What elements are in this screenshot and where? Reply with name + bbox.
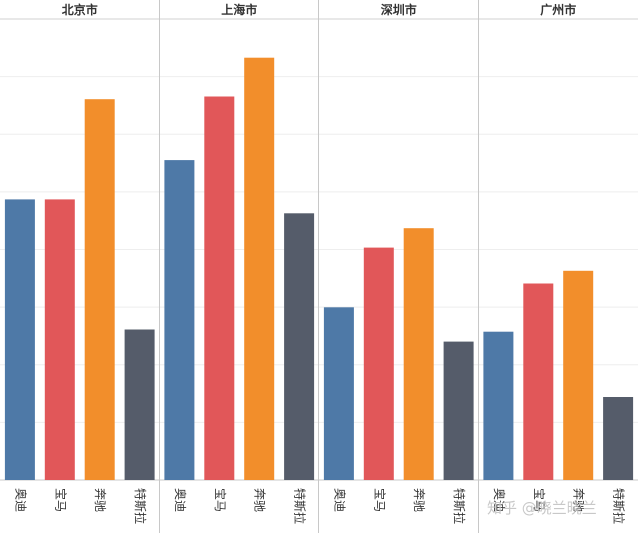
panel-title: 深圳市: [381, 2, 417, 17]
panel-titles: 北京市 上海市 深圳市 广州市: [62, 2, 577, 17]
bar: [563, 270, 594, 480]
bar: [323, 307, 354, 480]
bar: [244, 57, 275, 480]
category-label: 奔驰: [93, 488, 107, 512]
bar: [204, 96, 235, 480]
bar: [603, 397, 634, 480]
category-label: 特斯拉: [293, 488, 308, 524]
category-label: 奥迪: [492, 488, 506, 512]
category-labels: 奥迪 宝马 奔驰 特斯拉 奥迪 宝马 奔驰 特斯拉 奥迪 宝马 奔驰 特斯拉 奥迪 宝马 奔驰 特斯拉: [13, 488, 626, 524]
category-label: 宝马: [532, 488, 546, 512]
bar: [284, 213, 315, 481]
bar: [4, 199, 35, 480]
bar: [403, 228, 434, 480]
bar: [443, 341, 474, 480]
watermark: 知乎 @晓兰晓兰: [487, 499, 597, 517]
category-label: 特斯拉: [133, 488, 148, 524]
bars: [4, 57, 634, 481]
bar: [44, 199, 75, 480]
panel-title: 北京市: [62, 2, 98, 17]
category-label: 宝马: [213, 488, 227, 512]
bar: [124, 329, 155, 480]
bar: [84, 99, 115, 480]
category-label: 奔驰: [253, 488, 267, 512]
category-label: 宝马: [53, 488, 67, 512]
category-label: 奥迪: [332, 488, 346, 512]
bar: [164, 160, 195, 480]
category-label: 特斯拉: [452, 488, 467, 524]
panel-title: 广州市: [540, 2, 576, 17]
bar: [483, 331, 514, 480]
bar: [363, 247, 394, 480]
panel-title: 上海市: [221, 2, 257, 17]
bar: [523, 283, 554, 480]
category-label: 特斯拉: [612, 488, 627, 524]
category-label: 奔驰: [572, 488, 586, 512]
category-label: 宝马: [372, 488, 386, 512]
category-label: 奥迪: [173, 488, 187, 512]
category-label: 奔驰: [412, 488, 426, 512]
category-label: 奥迪: [13, 488, 27, 512]
